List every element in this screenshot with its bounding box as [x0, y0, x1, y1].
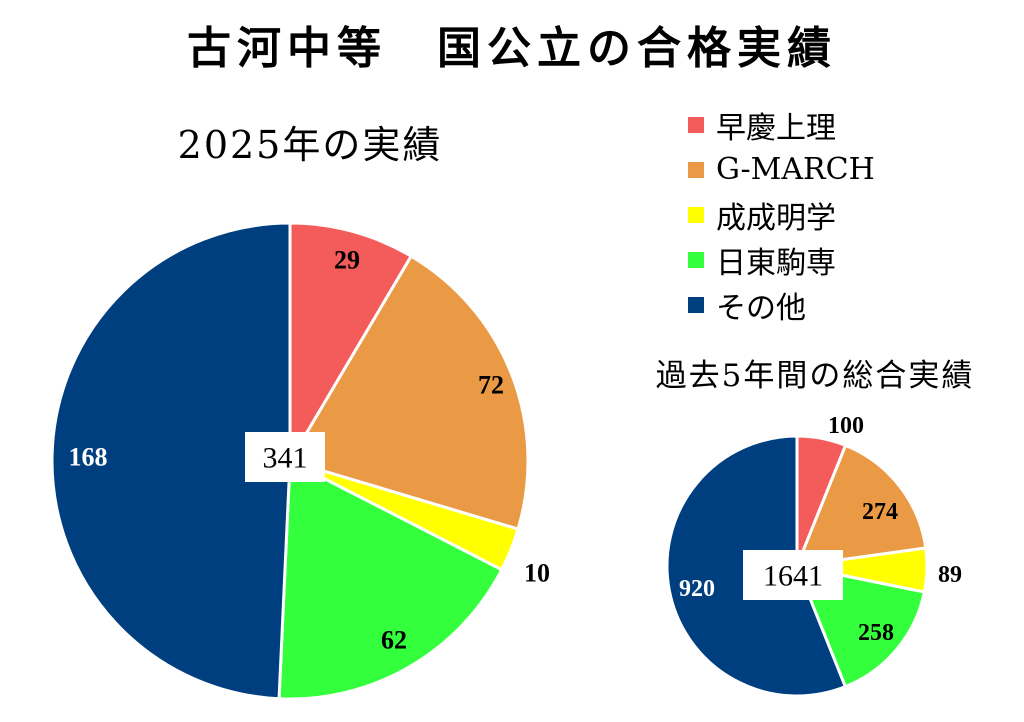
legend-item-other: その他	[688, 282, 875, 327]
chart-5year-title: 過去5年間の総合実績	[655, 358, 975, 394]
pie1-slice-nittoukomasen	[277, 458, 504, 701]
pie1-data-label-gmarch: 72	[478, 371, 504, 400]
pie1-data-label-seisei: 10	[524, 559, 550, 588]
main-title: 古河中等 国公立の合格実績	[187, 23, 837, 74]
pie1-data-label-nittoukomasen: 62	[381, 626, 407, 655]
legend-swatch	[688, 116, 704, 133]
pie1-total-box	[245, 432, 325, 482]
pie2-data-label-nittoukomasen: 258	[858, 620, 894, 646]
pie2-total-box	[743, 550, 843, 600]
pie2-data-label-gmarch: 274	[862, 499, 898, 525]
legend-swatch	[688, 206, 704, 223]
pie1-slice-soukei	[288, 221, 414, 467]
pie1-total-label: 341	[263, 442, 308, 475]
legend-item-soukei: 早慶上理	[688, 102, 875, 147]
legend-label: 成成明学	[716, 200, 836, 236]
legend-item-nittoukomasen: 日東駒専	[688, 237, 875, 282]
legend-swatch	[688, 161, 704, 178]
pie1-slice-other	[50, 221, 292, 701]
legend: 早慶上理 G-MARCH 成成明学 日東駒専 その他	[688, 102, 875, 327]
pie2-data-label-soukei: 100	[828, 413, 864, 439]
chart-2025-title: 2025年の実績	[177, 123, 443, 167]
legend-item-gmarch: G-MARCH	[688, 147, 875, 192]
pie1-data-label-soukei: 29	[334, 246, 360, 275]
legend-swatch	[688, 251, 704, 268]
pie2-total-label: 1641	[763, 560, 823, 593]
pie2-data-label-other: 920	[679, 576, 715, 602]
legend-label: その他	[716, 290, 806, 326]
legend-label: 日東駒専	[716, 245, 836, 281]
legend-label: 早慶上理	[716, 110, 836, 146]
legend-swatch	[688, 296, 704, 313]
pie1-slice-gmarch	[287, 254, 530, 531]
pie2-slice-gmarch	[794, 443, 928, 568]
pie2-data-label-seisei: 89	[938, 562, 962, 588]
legend-item-seisei: 成成明学	[688, 192, 875, 237]
legend-label: G-MARCH	[716, 152, 875, 187]
pie1-data-label-other: 168	[69, 443, 108, 472]
